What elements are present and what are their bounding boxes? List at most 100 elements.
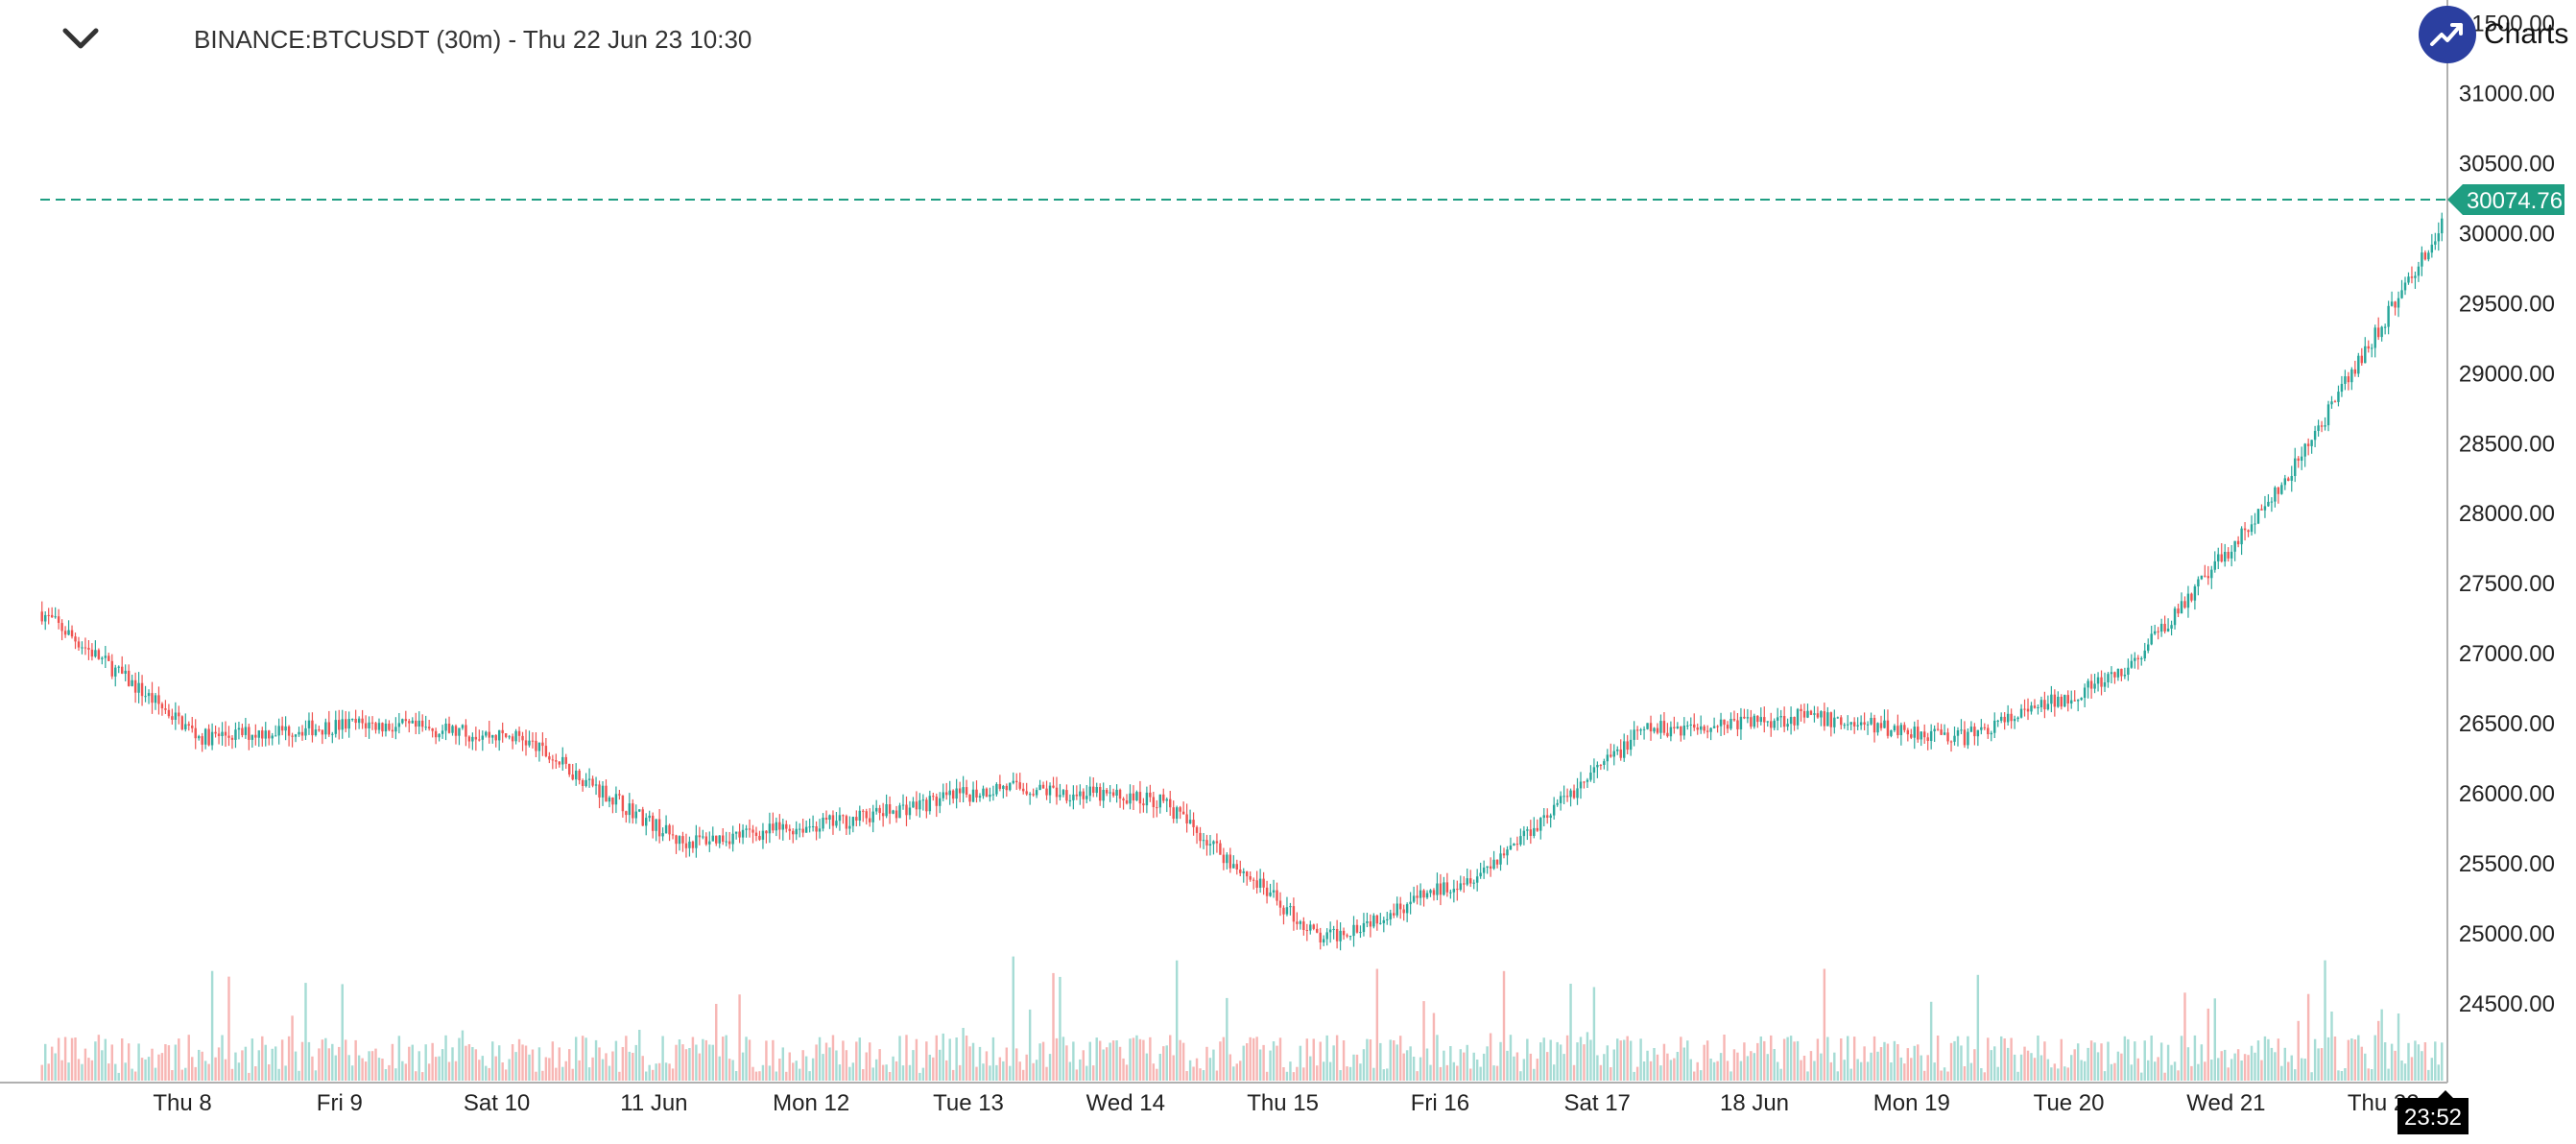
volume-bar (1556, 1041, 1559, 1081)
volume-bar (411, 1044, 414, 1081)
candle-body (558, 761, 561, 765)
candle-body (691, 841, 695, 848)
volume-bar (427, 1063, 431, 1081)
candle-body (1876, 723, 1879, 733)
candle-body (1676, 727, 1680, 728)
volume-bar (2127, 1038, 2130, 1081)
volume-bar (1276, 1045, 1278, 1081)
volume-bar (1332, 1045, 1335, 1081)
candle-body (261, 730, 264, 739)
volume-bar (578, 1060, 581, 1081)
volume-bar (584, 1037, 587, 1081)
candle-body (394, 727, 397, 732)
volume-bar (1359, 1063, 1362, 1081)
time-tick-label: Thu 8 (153, 1090, 211, 1116)
volume-bar (1990, 1050, 1992, 1081)
volume-bar (504, 1069, 508, 1081)
candle-body (2421, 252, 2423, 267)
volume-bar (1847, 1036, 1849, 1081)
volume-bar (858, 1037, 862, 1081)
candle-body (1689, 724, 1692, 726)
volume-bar (2287, 1061, 2290, 1081)
volume-bar (2147, 1060, 2150, 1081)
candle-body (738, 831, 741, 838)
volume-bar (2227, 1067, 2230, 1081)
volume-bar (107, 1063, 110, 1081)
candle-body (1840, 717, 1843, 726)
candle-body (1082, 791, 1085, 799)
price-axis[interactable]: 31500.0031000.0030500.0030000.0029500.00… (2459, 12, 2555, 1017)
candle-body (517, 730, 521, 736)
candle-body (2364, 346, 2367, 364)
volume-bar (2294, 1069, 2297, 1081)
candle-body (2243, 528, 2247, 531)
candle-body (2100, 677, 2103, 687)
volume-bar (1686, 1040, 1689, 1081)
candle-body (1996, 720, 1999, 722)
volume-bar (241, 1050, 244, 1081)
volume-bar (230, 1068, 234, 1081)
volume-bar (1610, 1067, 1612, 1081)
candle-body (131, 679, 133, 686)
volume-bar (307, 1041, 311, 1081)
candle-body (2274, 487, 2277, 502)
candle-body (1886, 720, 1890, 736)
volume-bar (1800, 1060, 1802, 1081)
volume-bar (2134, 1041, 2136, 1081)
volume-bar (40, 1064, 43, 1081)
brand-link[interactable]: Charts p (2419, 6, 2576, 63)
candle-body (702, 836, 704, 838)
candle-body (1386, 918, 1389, 920)
volume-bar (704, 1039, 708, 1081)
volume-bar (1796, 1040, 1800, 1081)
candle-body (1779, 716, 1782, 718)
volume-bar (197, 1049, 201, 1081)
volume-bar (1682, 1047, 1686, 1081)
candle-body (574, 771, 578, 780)
volume-bar (1789, 1036, 1793, 1081)
candle-body (715, 835, 718, 844)
candle-body (1586, 779, 1589, 782)
volume-bar (2037, 1036, 2039, 1081)
volume-bar (778, 1059, 781, 1081)
candle-body (331, 733, 334, 735)
candle-body (1322, 939, 1325, 942)
volume-bar (831, 1035, 835, 1081)
candle-body (160, 703, 164, 709)
volume-bar (1432, 1013, 1436, 1081)
price-tick-label: 31000.00 (2459, 82, 2555, 107)
collapse-button[interactable] (60, 21, 102, 56)
candle-body (1495, 859, 1499, 865)
volume-bar (1680, 1037, 1682, 1081)
candle-body (2089, 680, 2093, 689)
candle-body (548, 756, 551, 760)
volume-bar (1612, 1049, 1615, 1081)
volume-bar (2120, 1053, 2123, 1081)
candle-body (521, 735, 524, 741)
volume-bar (1840, 1038, 1843, 1081)
candle-body (481, 735, 485, 740)
volume-bar (104, 1038, 107, 1081)
candle-body (1823, 711, 1826, 727)
candle-body (227, 735, 230, 738)
candle-body (1843, 725, 1846, 727)
candle-body (1202, 840, 1205, 842)
time-axis[interactable]: Thu 8 Fri 9 Sat 10 11 Jun Mon 12 Tue 13 Wed 14… (153, 1090, 2419, 1116)
volume-bar (2087, 1047, 2089, 1081)
candle-body (1262, 878, 1265, 888)
volume-bar (2026, 1050, 2030, 1081)
crosshair-time-text: 23:52 (2404, 1105, 2462, 1131)
candle-body (1208, 844, 1212, 846)
volume-bar (1946, 1071, 1949, 1081)
volume-bar (1129, 1038, 1132, 1081)
volume-bar (434, 1057, 438, 1081)
candle-body (962, 787, 965, 794)
volume-bar (1102, 1049, 1105, 1081)
candle-body (1152, 797, 1156, 807)
candle-body (1896, 726, 1899, 735)
volume-bar (1565, 1035, 1569, 1081)
volume-bar (1579, 1037, 1583, 1081)
volume-bar (268, 1064, 271, 1081)
candle-body (2283, 478, 2287, 486)
